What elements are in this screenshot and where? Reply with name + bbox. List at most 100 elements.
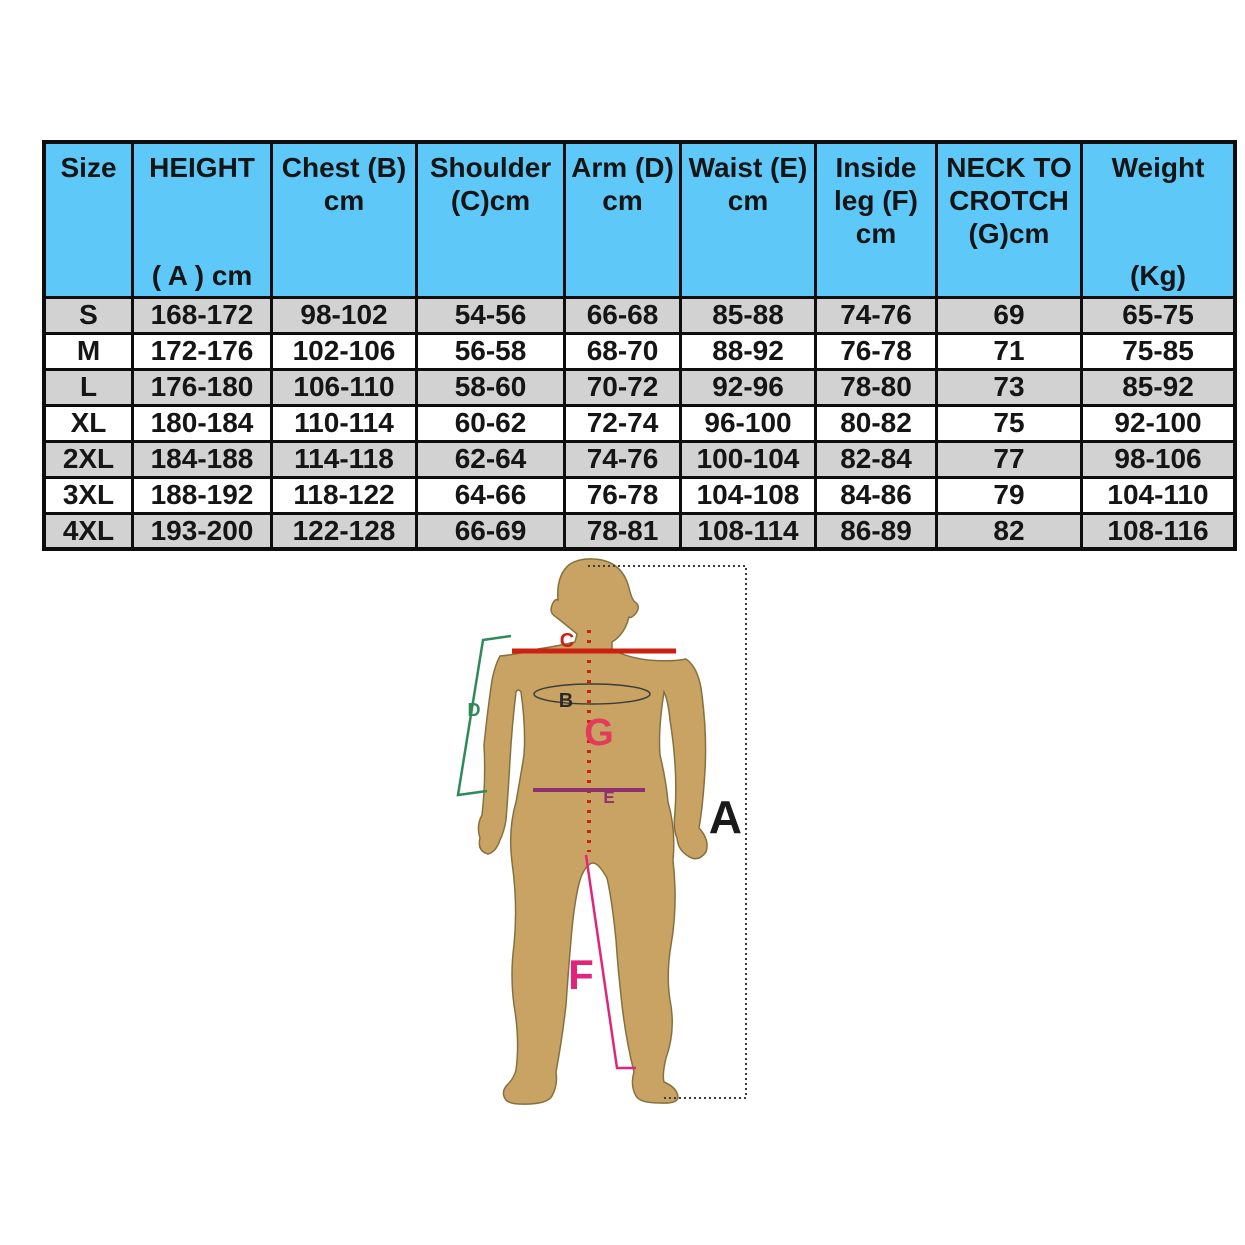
table-cell: 100-104 (679, 439, 817, 479)
size-chart: Size HEIGHT ( A ) cm Chest (B) cm Shoulder (… (42, 140, 1237, 551)
table-cell: 106-110 (270, 367, 418, 407)
table-cell: 84-86 (814, 475, 938, 515)
table-header-row: Size HEIGHT ( A ) cm Chest (B) cm Shoulder (… (42, 140, 1237, 299)
table-cell: 2XL (42, 439, 134, 479)
measure-label-B: B (559, 690, 573, 712)
chest-ellipse-B (533, 683, 651, 705)
column-header-label: Shoulder (C)cm (429, 152, 552, 216)
column-header-sublabel: ( A ) cm (151, 259, 253, 291)
column-header-label: Weight (1111, 152, 1205, 183)
measure-label-G: G (584, 712, 614, 754)
column-header-8: Weight (Kg) (1080, 140, 1237, 299)
table-cell: 98-102 (270, 295, 418, 335)
table-cell: 92-96 (679, 367, 817, 407)
measure-label-A: A (709, 791, 742, 843)
table-cell: 82-84 (814, 439, 938, 479)
table-cell: 108-114 (679, 511, 817, 551)
table-cell: 77 (935, 439, 1083, 479)
table-cell: 76-78 (563, 475, 682, 515)
column-header-label: HEIGHT (149, 152, 255, 183)
table-cell: M (42, 331, 134, 371)
column-header-0: Size (42, 140, 134, 299)
table-cell: 102-106 (270, 331, 418, 371)
table-cell: 98-106 (1080, 439, 1237, 479)
table-cell: 114-118 (270, 439, 418, 479)
column-header-6: Inside leg (F) cm (814, 140, 938, 299)
measure-label-C: C (560, 630, 574, 652)
table-cell: 72-74 (563, 403, 682, 443)
table-cell: 62-64 (415, 439, 566, 479)
column-header-sublabel: (Kg) (1130, 259, 1186, 291)
table-cell: 64-66 (415, 475, 566, 515)
table-cell: 180-184 (131, 403, 273, 443)
column-header-label: Waist (E) cm (688, 152, 808, 216)
table-cell: 176-180 (131, 367, 273, 407)
column-header-label: Arm (D) cm (571, 152, 674, 216)
table-cell: 56-58 (415, 331, 566, 371)
table-cell: 172-176 (131, 331, 273, 371)
table-cell: XL (42, 403, 134, 443)
measure-label-F: F (568, 951, 594, 998)
table-cell: L (42, 367, 134, 407)
measure-label-E: E (603, 788, 614, 807)
table-cell: 88-92 (679, 331, 817, 371)
table-cell: 74-76 (563, 439, 682, 479)
table-cell: 69 (935, 295, 1083, 335)
table-cell: 86-89 (814, 511, 938, 551)
table-row-L: L 176-180 106-110 58-60 70-72 92-96 78-80 73 85-… (42, 367, 1237, 407)
table-cell: 108-116 (1080, 511, 1237, 551)
column-header-4: Arm (D) cm (563, 140, 682, 299)
table-cell: 3XL (42, 475, 134, 515)
table-cell: 168-172 (131, 295, 273, 335)
size-table-head: Size HEIGHT ( A ) cm Chest (B) cm Shoulder (… (42, 140, 1237, 299)
table-cell: 118-122 (270, 475, 418, 515)
table-cell: 74-76 (814, 295, 938, 335)
table-cell: 58-60 (415, 367, 566, 407)
column-header-label: Chest (B) cm (281, 152, 407, 216)
table-row-M: M 172-176 102-106 56-58 68-70 88-92 76-78 71 75-… (42, 331, 1237, 371)
table-cell: 70-72 (563, 367, 682, 407)
table-cell: 54-56 (415, 295, 566, 335)
table-cell: 80-82 (814, 403, 938, 443)
column-header-label: Size (60, 152, 117, 183)
table-cell: 73 (935, 367, 1083, 407)
table-row-3XL: 3XL 188-192 118-122 64-66 76-78 104-108 84-86 7… (42, 475, 1237, 515)
table-cell: 85-92 (1080, 367, 1237, 407)
table-cell: 65-75 (1080, 295, 1237, 335)
table-cell: 68-70 (563, 331, 682, 371)
height-line-A (588, 565, 747, 1099)
column-header-label: NECK TO CROTCH (G)cm (946, 152, 1072, 249)
table-cell: 82 (935, 511, 1083, 551)
measure-label-D: D (468, 700, 481, 720)
table-cell: 66-69 (415, 511, 566, 551)
table-cell: 104-108 (679, 475, 817, 515)
table-cell: 193-200 (131, 511, 273, 551)
table-cell: 66-68 (563, 295, 682, 335)
body-silhouette (477, 558, 708, 1105)
table-cell: 71 (935, 331, 1083, 371)
table-cell: 78-80 (814, 367, 938, 407)
column-header-3: Shoulder (C)cm (415, 140, 566, 299)
table-cell: S (42, 295, 134, 335)
size-table-body: S 168-172 98-102 54-56 66-68 85-88 74-76 69 65-7… (42, 295, 1237, 551)
arm-line-D (456, 634, 512, 797)
table-cell: 92-100 (1080, 403, 1237, 443)
table-row-4XL: 4XL 193-200 122-128 66-69 78-81 108-114 86-89 8… (42, 511, 1237, 551)
table-row-2XL: 2XL 184-188 114-118 62-64 74-76 100-104 82-84 7… (42, 439, 1237, 479)
table-cell: 85-88 (679, 295, 817, 335)
table-cell: 110-114 (270, 403, 418, 443)
table-cell: 79 (935, 475, 1083, 515)
inside-leg-line-F (584, 854, 636, 1070)
column-header-label: Inside leg (F) cm (834, 152, 918, 249)
table-cell: 96-100 (679, 403, 817, 443)
table-cell: 75-85 (1080, 331, 1237, 371)
table-cell: 78-81 (563, 511, 682, 551)
column-header-7: NECK TO CROTCH (G)cm (935, 140, 1083, 299)
table-cell: 76-78 (814, 331, 938, 371)
table-cell: 122-128 (270, 511, 418, 551)
table-row-XL: XL 180-184 110-114 60-62 72-74 96-100 80-82 75 9… (42, 403, 1237, 443)
table-cell: 104-110 (1080, 475, 1237, 515)
size-chart-table: Size HEIGHT ( A ) cm Chest (B) cm Shoulder (… (42, 140, 1237, 551)
table-row-S: S 168-172 98-102 54-56 66-68 85-88 74-76 69 65-7… (42, 295, 1237, 335)
table-cell: 75 (935, 403, 1083, 443)
